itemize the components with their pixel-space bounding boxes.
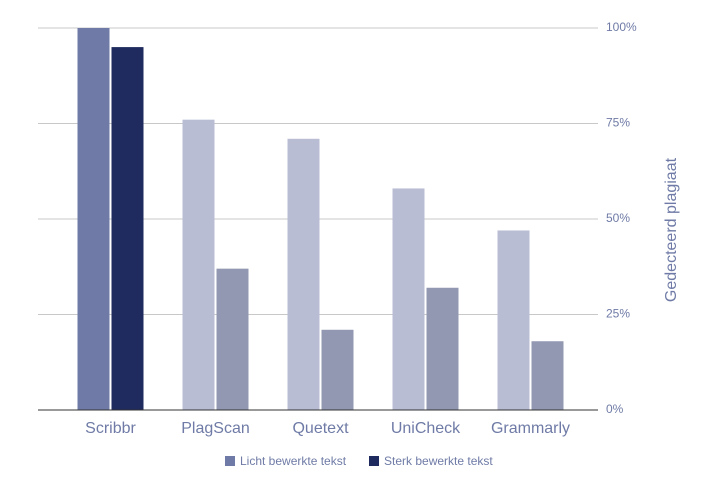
- bar: [531, 341, 564, 410]
- bar: [321, 329, 354, 410]
- bar: [77, 28, 110, 410]
- y-tick-label: 50%: [606, 211, 630, 225]
- bar: [287, 138, 320, 410]
- y-tick-label: 100%: [606, 20, 637, 34]
- legend-label: Licht bewerkte tekst: [240, 454, 347, 468]
- y-tick-label: 0%: [606, 402, 624, 416]
- x-tick-label: Scribbr: [85, 420, 136, 437]
- y-tick-label: 75%: [606, 116, 630, 130]
- legend-swatch: [369, 456, 379, 466]
- bar: [216, 268, 249, 410]
- bar: [182, 119, 215, 411]
- bar: [111, 47, 144, 410]
- x-tick-label: UniCheck: [391, 420, 461, 437]
- y-axis-label: Gedecteerd plagiaat: [663, 157, 680, 302]
- x-tick-label: PlagScan: [181, 420, 250, 437]
- legend-label: Sterk bewerkte tekst: [384, 454, 493, 468]
- bar: [426, 287, 459, 410]
- bar: [392, 188, 425, 410]
- x-tick-label: Quetext: [292, 420, 349, 437]
- bar: [497, 230, 530, 410]
- legend-swatch: [225, 456, 235, 466]
- y-tick-label: 25%: [606, 307, 630, 321]
- x-tick-label: Grammarly: [491, 420, 570, 437]
